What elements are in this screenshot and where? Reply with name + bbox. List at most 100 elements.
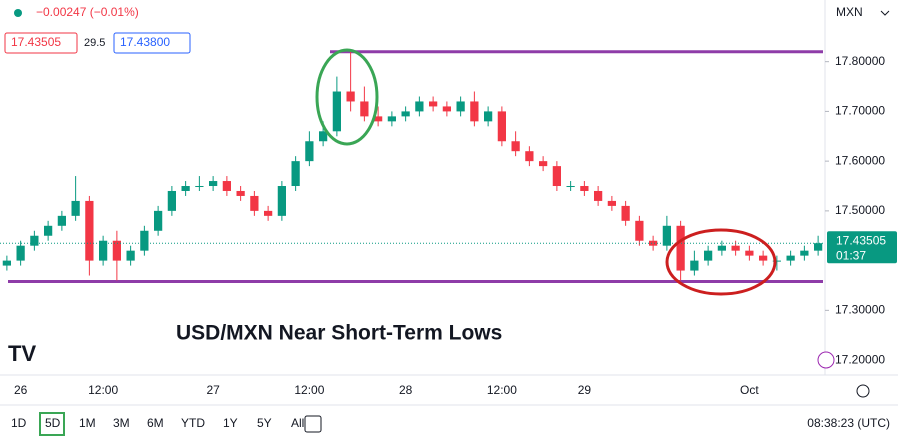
candle-body xyxy=(44,225,53,236)
candle-body xyxy=(442,106,451,112)
candle-body xyxy=(745,250,754,256)
x-tick-label: 12:00 xyxy=(88,383,118,397)
candle-body xyxy=(552,166,561,187)
timeframe-button[interactable]: 1Y xyxy=(223,416,238,430)
candle-body xyxy=(181,186,190,191)
clock: 08:38:23 (UTC) xyxy=(807,416,890,430)
candle-body xyxy=(429,101,438,107)
candle-body xyxy=(772,260,781,262)
settings-icon[interactable] xyxy=(856,384,870,398)
timeframe-active[interactable] xyxy=(39,412,65,436)
candle-body xyxy=(85,200,94,261)
y-tick-label: 17.70000 xyxy=(835,104,885,118)
candle-body xyxy=(484,111,493,122)
highlight-ellipse xyxy=(665,228,777,296)
candle-body xyxy=(360,101,369,117)
ask-box[interactable] xyxy=(113,32,191,54)
candle-body xyxy=(195,186,204,188)
candle-body xyxy=(319,131,328,142)
candle-body xyxy=(250,195,259,211)
candle-body xyxy=(71,200,80,216)
candle-body xyxy=(580,186,589,191)
candle-body xyxy=(374,116,383,122)
candle-body xyxy=(30,235,39,246)
price-tag-countdown: 01:37 xyxy=(836,248,866,262)
x-tick-label: Oct xyxy=(740,383,759,397)
y-tick-label: 17.50000 xyxy=(835,203,885,217)
candle-body xyxy=(731,245,740,251)
candle-body xyxy=(786,255,795,261)
timeframe-button[interactable]: 5D xyxy=(45,416,61,430)
candle-body xyxy=(415,101,424,112)
candle-body xyxy=(209,181,218,187)
y-tick-label: 17.60000 xyxy=(835,153,885,167)
logo: TV xyxy=(8,341,36,366)
timeframe-button[interactable]: 1D xyxy=(11,416,27,430)
x-tick-label: 29 xyxy=(578,383,592,397)
plot: 17.20000 17.30000 17.50000 17.60000 17.70000… xyxy=(0,50,897,397)
timeframe-button[interactable]: All xyxy=(291,416,304,430)
highlight-ellipse xyxy=(315,48,379,146)
candle-body xyxy=(566,186,575,188)
candle-body xyxy=(16,245,25,261)
currency[interactable]: MXN xyxy=(836,5,863,19)
timeframe-button[interactable]: YTD xyxy=(181,416,205,430)
candle-body xyxy=(305,141,314,162)
y-tick-label: 17.80000 xyxy=(835,54,885,68)
candle-body xyxy=(99,240,108,261)
candle-body xyxy=(621,205,630,221)
candle-body xyxy=(662,225,671,246)
candle-body xyxy=(690,260,699,271)
candle-body xyxy=(525,151,534,162)
candle-body xyxy=(717,245,726,251)
timeframe-button[interactable]: 5Y xyxy=(257,416,272,430)
candle-body xyxy=(57,215,66,226)
x-tick-label: 28 xyxy=(399,383,413,397)
candle-body xyxy=(456,101,465,112)
x-tick-label: 26 xyxy=(14,383,28,397)
candle-body xyxy=(2,260,11,266)
candle-body xyxy=(387,116,396,122)
y-tick-label: 17.20000 xyxy=(835,352,885,366)
candle-body xyxy=(140,230,149,251)
bid-box[interactable] xyxy=(4,32,78,54)
dropdown-icon[interactable] xyxy=(880,10,890,16)
candle-body xyxy=(814,243,823,251)
bid: 17.43505 xyxy=(11,35,61,49)
event-icon[interactable] xyxy=(817,351,835,369)
candle-body xyxy=(759,255,768,261)
candle-body xyxy=(539,161,548,167)
candle-body xyxy=(332,91,341,132)
candle-body xyxy=(154,210,163,231)
ask: 17.43800 xyxy=(120,35,170,49)
candle-body xyxy=(649,240,658,246)
candle-body xyxy=(126,250,135,261)
candle-body xyxy=(167,190,176,211)
price-tag-label: 17.43505 xyxy=(836,233,886,247)
candle-body xyxy=(236,190,245,196)
candle-body xyxy=(222,181,231,191)
spread: 29.5 xyxy=(84,37,105,49)
candle-body xyxy=(511,141,520,152)
candle-body xyxy=(635,220,644,241)
annotation: USD/MXN Near Short-Term Lows xyxy=(176,322,502,345)
status-dot xyxy=(14,9,22,17)
candle-body xyxy=(676,225,685,271)
y-tick-label: 17.30000 xyxy=(835,303,885,317)
candle-body xyxy=(594,190,603,201)
candle-body xyxy=(264,210,273,216)
change: −0.00247 (−0.01%) xyxy=(36,5,139,19)
candle-body xyxy=(346,91,355,102)
candle-body xyxy=(291,161,300,187)
candle-body xyxy=(704,250,713,261)
candle-body xyxy=(800,250,809,256)
timeframe-button[interactable]: 6M xyxy=(147,416,164,430)
candle-body xyxy=(607,200,616,206)
x-tick-label: 27 xyxy=(206,383,220,397)
timeframe-button[interactable]: 1M xyxy=(79,416,96,430)
candle-body xyxy=(277,186,286,216)
date-range-icon[interactable] xyxy=(304,415,322,433)
timeframe-button[interactable]: 3M xyxy=(113,416,130,430)
